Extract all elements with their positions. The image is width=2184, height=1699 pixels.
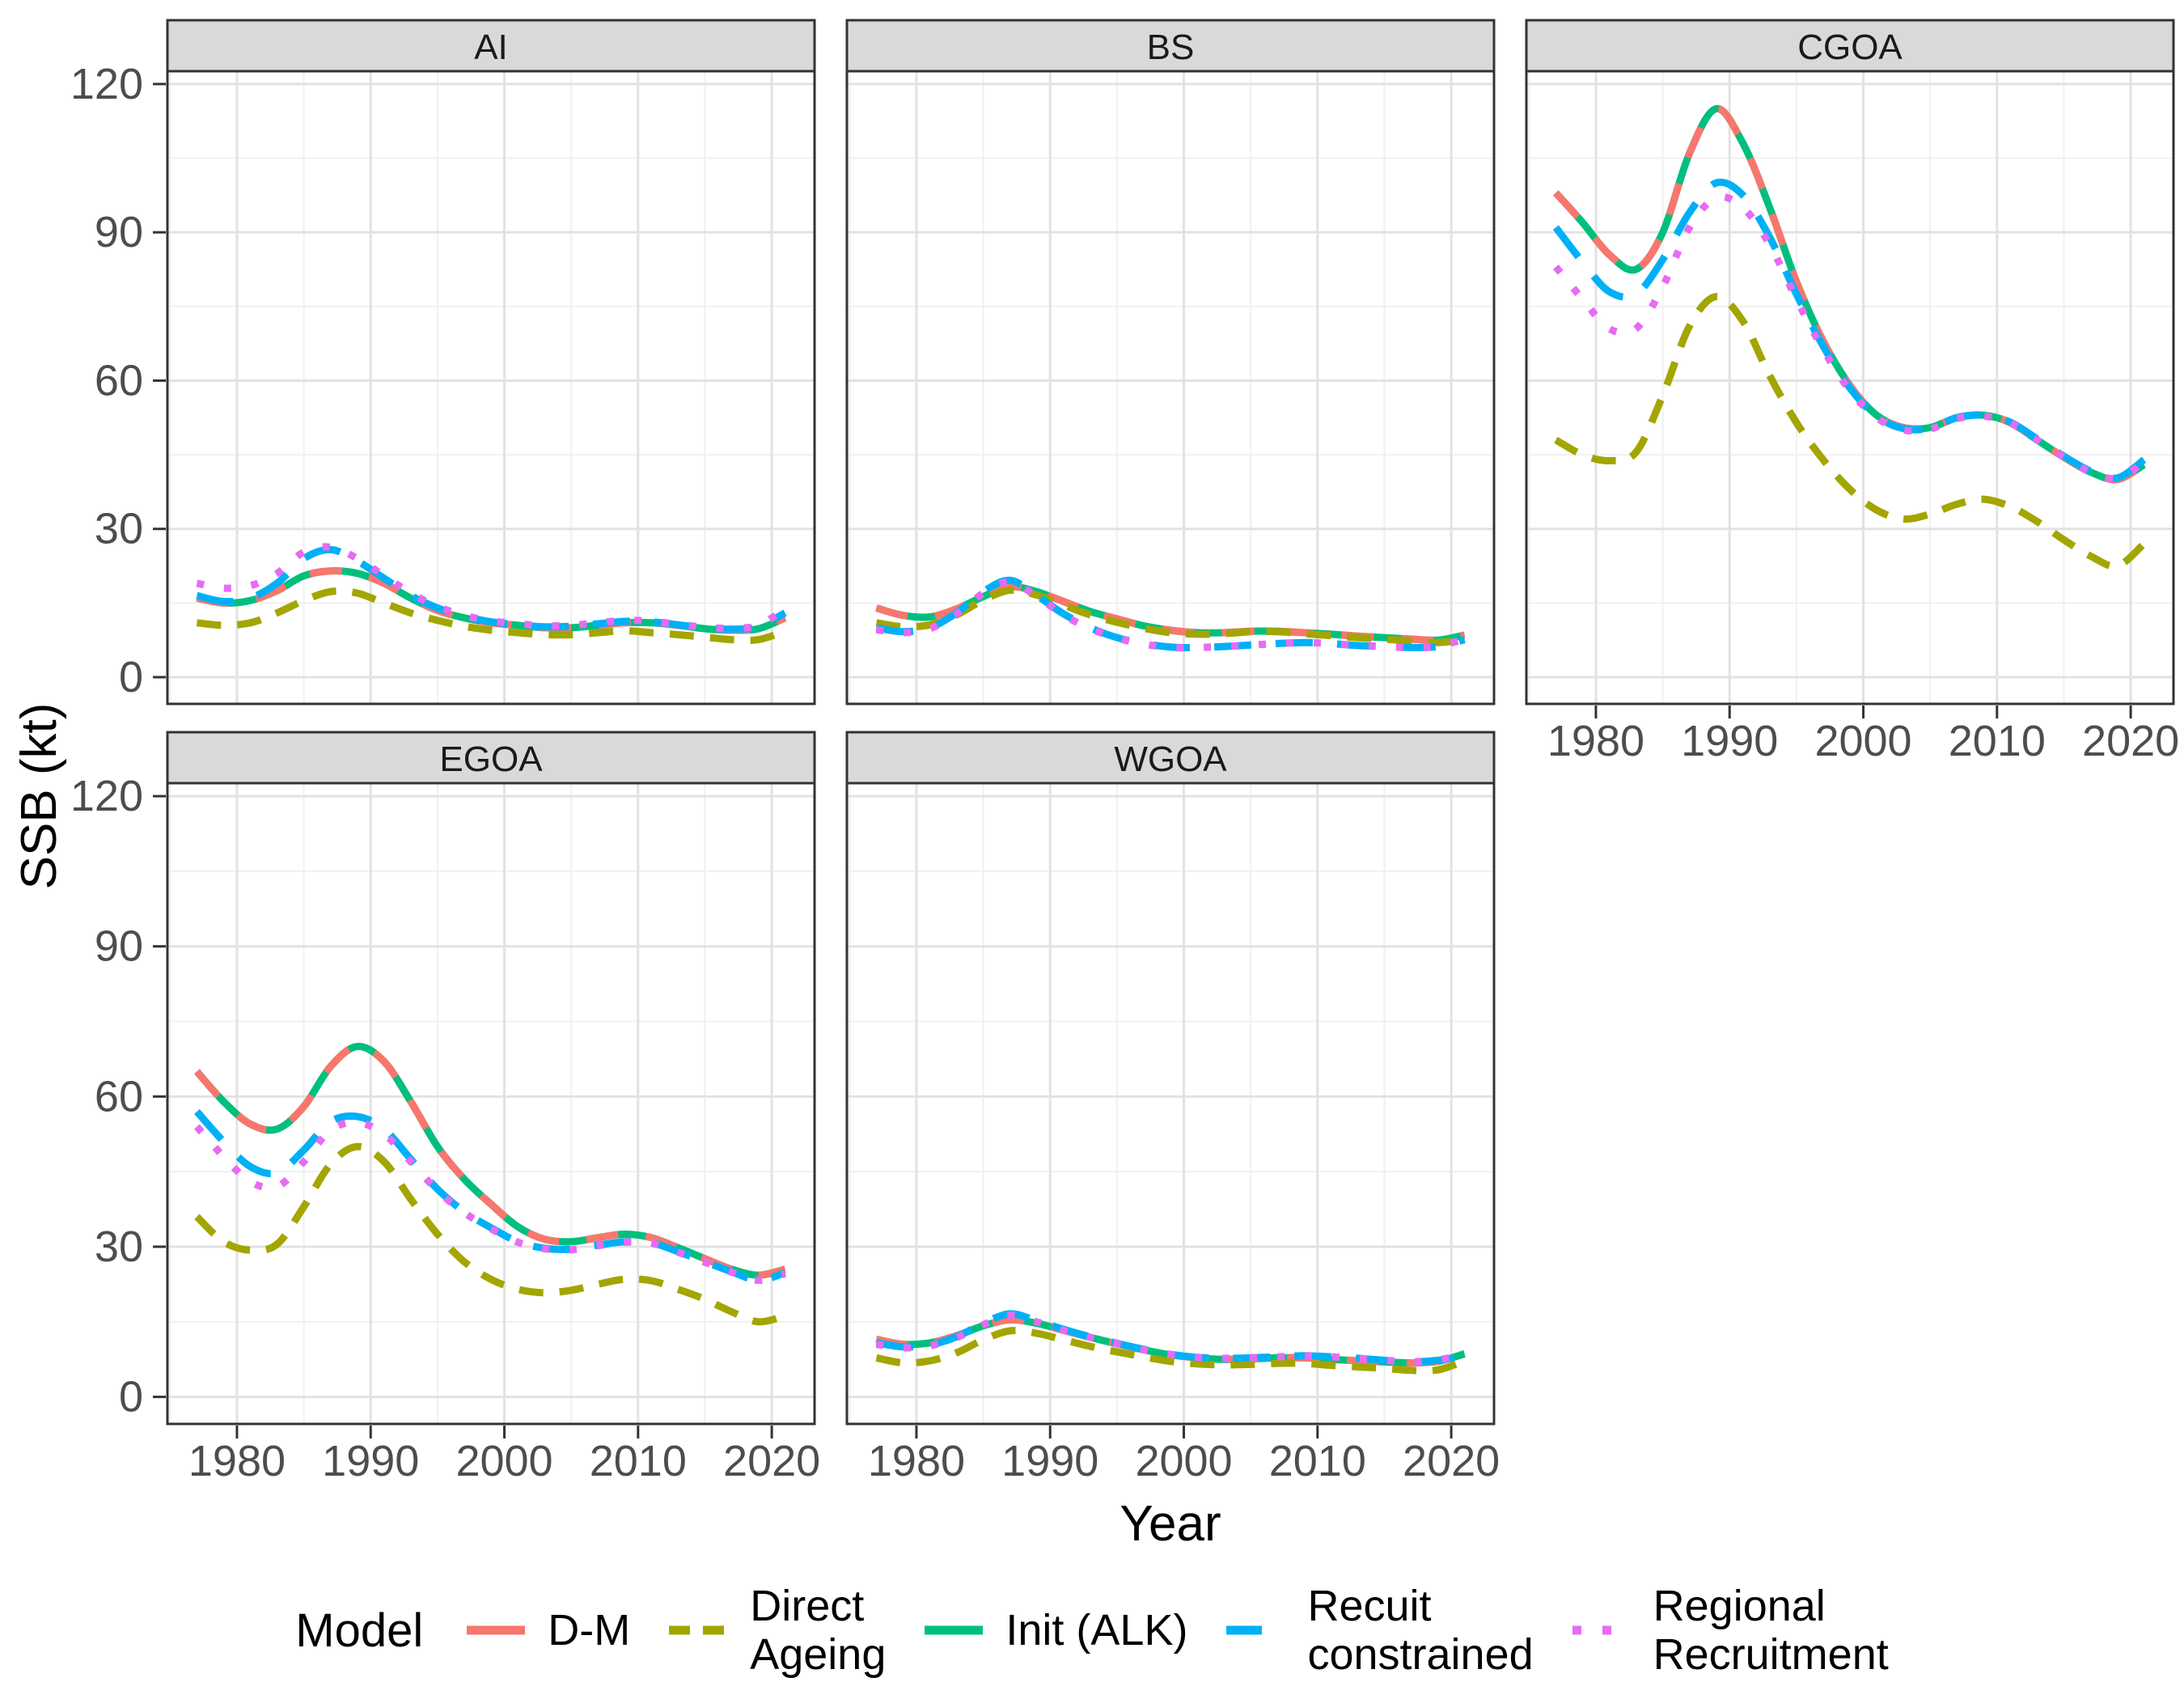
- series-line-regional-recruitment: [875, 1311, 1466, 1366]
- facet-strip-EGOA: [166, 731, 816, 785]
- y-tick-label: 90: [95, 922, 143, 971]
- legend-key-init-alk: [925, 1625, 984, 1635]
- facet-panel-AI: AI 0 30 60 90 120: [70, 19, 816, 705]
- legend-label-direct-ageing: Direct Ageing: [750, 1581, 887, 1679]
- legend: Model D-M Direct Ageing Init (ALK) Recui…: [0, 1561, 2184, 1699]
- legend-key-direct-ageing: [669, 1625, 728, 1635]
- x-tick-label: 1990: [322, 1437, 419, 1485]
- x-tick-label: 2000: [1135, 1437, 1232, 1485]
- y-tick-label: 60: [95, 356, 143, 405]
- legend-key-recuit-constrained: [1226, 1625, 1285, 1635]
- x-tick-label: 1980: [1547, 717, 1644, 765]
- facet-panel-WGOA: WGOA 1980 1990 2000 2010 2020: [845, 731, 1500, 1485]
- legend-entry-direct-ageing: Direct Ageing: [666, 1582, 886, 1680]
- series-line-recuit-constrained: [1552, 178, 2147, 482]
- series-line-direct-ageing: [196, 587, 787, 644]
- facet-strip-CGOA: [1525, 19, 2175, 73]
- legend-entry-regional-recruitment: Regional Recruitment: [1569, 1582, 1889, 1680]
- series-line-recuit-constrained: [196, 545, 787, 633]
- legend-entry-recuit-constrained: Recuit constrained: [1223, 1581, 1534, 1680]
- y-axis-title: SSB (kt): [11, 702, 67, 890]
- series-line-recuit-constrained: [194, 1108, 787, 1284]
- y-tick-label: 120: [70, 772, 143, 820]
- series-line-direct-ageing: [1554, 293, 2147, 570]
- facet-strip-WGOA: [845, 731, 1496, 785]
- legend-label-recuit-constrained: Recuit constrained: [1307, 1581, 1534, 1679]
- legend-key-regional-recruitment: [1572, 1625, 1631, 1635]
- x-tick-label: 2000: [455, 1437, 552, 1485]
- legend-entry-init-alk: Init (ALK): [921, 1604, 1187, 1656]
- series-line-direct-ageing: [194, 1142, 786, 1326]
- series-line-direct-ageing: [875, 1327, 1467, 1375]
- x-tick-label: 2010: [1949, 717, 2046, 765]
- y-tick-label: 0: [119, 653, 143, 701]
- facet-strip-BS: [845, 19, 1496, 73]
- series-line-d-m: [194, 1042, 786, 1279]
- x-tick-label: 2010: [1269, 1437, 1366, 1485]
- legend-entry-dm: D-M: [463, 1604, 630, 1656]
- series-line-recuit-constrained: [875, 576, 1466, 651]
- x-tick-label: 1980: [868, 1437, 965, 1485]
- facet-strip-label: WGOA: [1114, 739, 1227, 779]
- x-tick-label: 1990: [1681, 717, 1778, 765]
- facet-strip-AI: [166, 19, 816, 73]
- x-tick-label: 2000: [1814, 717, 1911, 765]
- facet-panel-BS: BS: [845, 19, 1496, 705]
- y-tick-label: 120: [70, 60, 143, 108]
- x-axis-title: Year: [1120, 1496, 1221, 1552]
- facet-panel-EGOA: EGOA 0 30 60 90 120 1980 1990 2000 2010 2020: [70, 731, 820, 1485]
- legend-title: Model: [295, 1604, 424, 1657]
- legend-label-init-alk: Init (ALK): [1005, 1605, 1188, 1655]
- y-tick-label: 30: [95, 505, 143, 553]
- y-tick-label: 90: [95, 208, 143, 256]
- facet-strip-label: EGOA: [439, 739, 543, 779]
- legend-key-dm: [467, 1625, 526, 1635]
- y-tick-label: 60: [95, 1072, 143, 1121]
- series-line-direct-ageing: [875, 586, 1466, 646]
- y-tick-label: 30: [95, 1222, 143, 1271]
- facet-panel-CGOA: CGOA 1980 1990 2000 2010 2020: [1525, 19, 2179, 765]
- facet-strip-label: CGOA: [1797, 28, 1903, 67]
- x-tick-label: 1980: [188, 1437, 286, 1485]
- x-tick-label: 2010: [590, 1437, 687, 1485]
- facet-strip-label: AI: [474, 28, 508, 67]
- legend-label-dm: D-M: [548, 1605, 631, 1655]
- x-tick-label: 1990: [1001, 1437, 1098, 1485]
- y-tick-label: 0: [119, 1373, 143, 1421]
- x-tick-label: 2020: [1403, 1437, 1500, 1485]
- x-tick-label: 2020: [723, 1437, 820, 1485]
- x-tick-label: 2020: [2082, 717, 2179, 765]
- legend-label-regional-recruitment: Regional Recruitment: [1653, 1581, 1889, 1679]
- facet-strip-label: BS: [1147, 28, 1195, 67]
